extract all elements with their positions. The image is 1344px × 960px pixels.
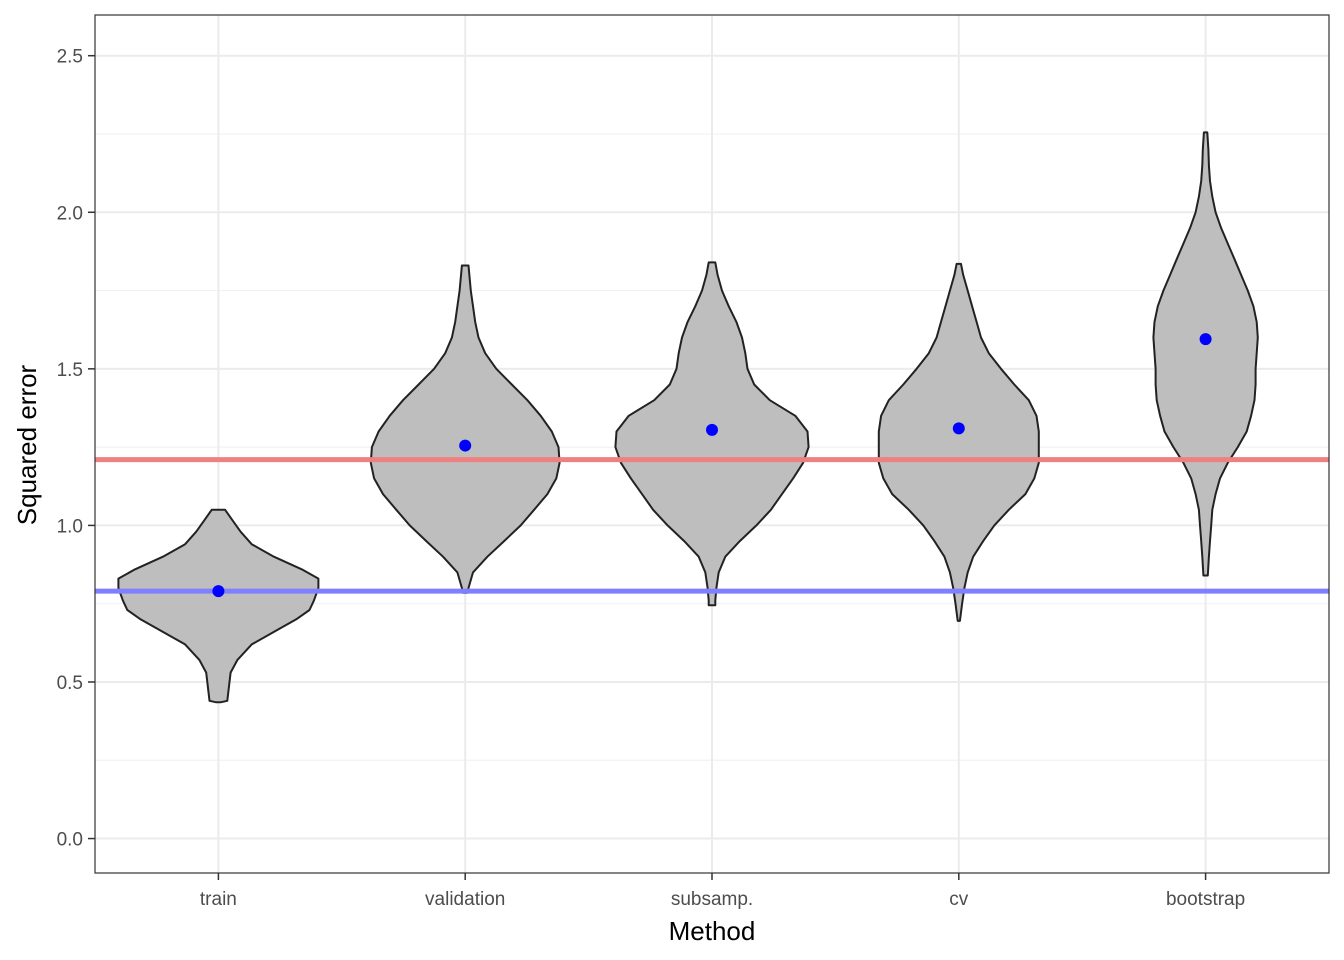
y-tick-label: 1.0	[57, 516, 83, 537]
y-axis: 0.0 0.5 1.0 1.5 2.0 2.5	[57, 47, 95, 851]
x-tick-label: subsamp.	[671, 889, 753, 910]
y-tick-label: 2.0	[57, 203, 83, 224]
mean-points	[212, 333, 1212, 598]
violins	[117, 131, 1259, 704]
violin-train	[117, 508, 320, 704]
mean-point-train	[212, 585, 225, 598]
reference-lines	[95, 457, 1329, 594]
mean-point-cv	[952, 422, 965, 435]
mean-point-validation	[459, 439, 472, 452]
x-axis-title: Method	[669, 916, 756, 946]
y-tick-label: 1.5	[57, 360, 83, 381]
x-tick-label: train	[200, 889, 237, 910]
violin-bootstrap	[1152, 131, 1259, 577]
mean-point-subsamp	[706, 423, 718, 436]
x-tick-label: validation	[425, 889, 505, 910]
violin-validation	[369, 264, 561, 594]
y-tick-label: 0.0	[57, 830, 83, 851]
violin-cv	[877, 262, 1040, 622]
y-axis-title: Squared error	[12, 364, 42, 525]
mean-point-bootstrap	[1199, 333, 1212, 346]
y-tick-label: 2.5	[57, 47, 83, 68]
y-tick-label: 0.5	[57, 673, 83, 694]
x-tick-label: cv	[949, 889, 969, 910]
x-axis: train validation subsamp. cv bootstrap	[200, 873, 1245, 910]
x-tick-label: bootstrap	[1166, 889, 1245, 910]
